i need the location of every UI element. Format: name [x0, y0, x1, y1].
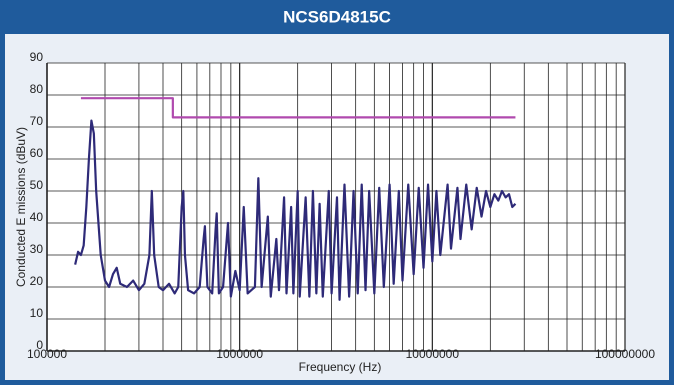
y-tick-label: 20: [30, 274, 44, 288]
y-tick-label: 80: [30, 82, 44, 96]
series-line: [74, 119, 517, 301]
y-tick-label: 90: [30, 50, 44, 64]
y-tick-label: 30: [30, 242, 44, 256]
y-tick-label: 40: [30, 210, 44, 224]
y-axis-label: Conducted E missions (dBuV): [14, 127, 28, 287]
y-tick-label: 70: [30, 114, 44, 128]
x-axis-label: Frequency (Hz): [299, 360, 382, 374]
y-tick-label: 10: [30, 306, 44, 320]
y-tick-label: 50: [30, 178, 44, 192]
y-tick-label: 60: [30, 146, 44, 160]
chart-title: NCS6D4815C: [283, 7, 391, 26]
series-line: [80, 97, 516, 119]
y-tick-label: 0: [36, 338, 43, 352]
